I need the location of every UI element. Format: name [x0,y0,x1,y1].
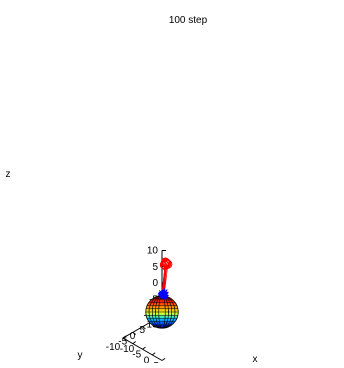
z-tick-label: 5 [152,262,158,273]
z-tick-label: 10 [147,246,159,257]
y-tick-label: -5 [118,336,127,347]
x-tick-label: -5 [132,350,141,361]
sphere [146,296,179,329]
z-axis-label: z [6,169,11,180]
z-tick-label: 0 [152,278,158,289]
x-tick-label: 0 [144,355,150,363]
x-tick-mark [143,347,146,349]
y-tick-label: 0 [130,331,136,342]
y-tick-label: 5 [139,325,145,336]
x-axis-label: x [253,354,258,363]
chart-title: 100 step [169,15,208,26]
x-tick-mark [152,353,155,355]
y-axis-label: y [78,350,83,361]
x-tick-mark [162,358,165,360]
asterisk-point [161,288,169,296]
